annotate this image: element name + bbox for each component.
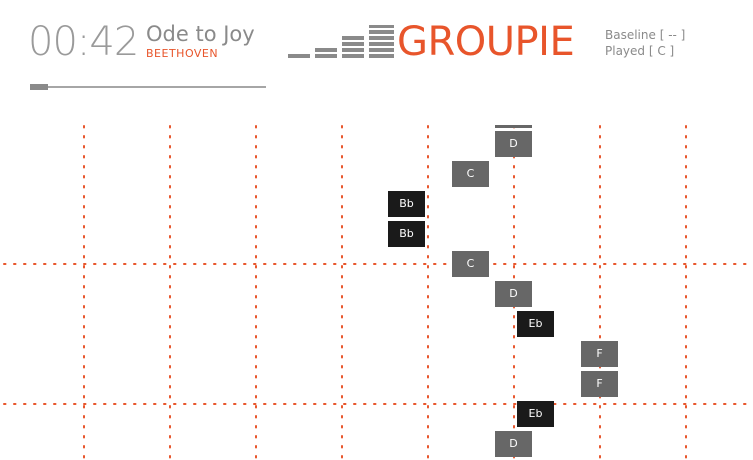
note-block[interactable]: Bb <box>388 191 425 217</box>
note-block[interactable]: F <box>581 341 618 367</box>
note-block[interactable]: Eb <box>517 401 554 427</box>
note-block[interactable]: Bb <box>388 221 425 247</box>
note-block[interactable]: C <box>452 161 489 187</box>
note-block[interactable]: D <box>495 131 532 157</box>
artist-name: BEETHOVEN <box>146 47 219 60</box>
note-block[interactable]: D <box>495 281 532 307</box>
note-block[interactable]: F <box>581 371 618 397</box>
played-status: Played [ C ] <box>605 44 675 58</box>
note-block[interactable]: C <box>452 251 489 277</box>
app-logo-text: GROUPIE <box>397 19 575 65</box>
note-tail <box>495 125 532 128</box>
baseline-status: Baseline [ -- ] <box>605 28 686 42</box>
elapsed-time: 00:42 <box>28 19 139 65</box>
note-block[interactable]: D <box>495 431 532 457</box>
equalizer-icon <box>288 25 394 58</box>
song-title: Ode to Joy <box>146 22 255 46</box>
progress-handle[interactable] <box>30 84 48 90</box>
note-block[interactable]: Eb <box>517 311 554 337</box>
progress-bar[interactable] <box>30 86 266 88</box>
